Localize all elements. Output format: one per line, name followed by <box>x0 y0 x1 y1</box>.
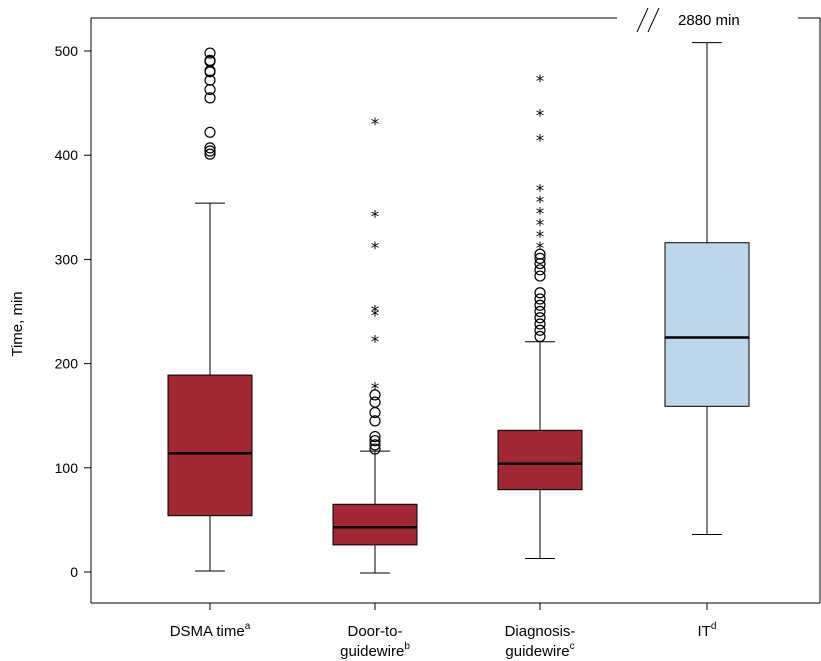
break-slash <box>647 7 660 33</box>
outlier-star: * <box>536 181 545 201</box>
outlier-circle <box>204 92 216 104</box>
outlier-circle <box>369 389 381 401</box>
category-label: DSMA timea <box>170 621 251 640</box>
outlier-circle <box>204 74 216 86</box>
outlier-circle <box>534 305 546 318</box>
outlier-circle <box>534 293 546 305</box>
outlier-circle <box>534 312 546 324</box>
category-label: guidewireb <box>340 641 410 660</box>
iqr-box <box>167 374 253 517</box>
outlier-circle <box>534 287 546 299</box>
outlier-circle <box>369 396 381 408</box>
outlier-star: * <box>536 193 545 213</box>
outlier-circle <box>204 145 216 157</box>
outlier-circle <box>534 257 546 270</box>
y-tick-label: 200 <box>55 356 79 372</box>
iqr-box <box>332 503 418 546</box>
category-label: Door-to- <box>347 623 402 640</box>
outlier-star: * <box>536 131 545 151</box>
iqr-box <box>497 429 583 491</box>
outlier-circle <box>204 83 216 96</box>
outlier-star: * <box>536 216 545 236</box>
y-tick-label: 300 <box>55 251 79 267</box>
outlier-circle <box>369 435 381 447</box>
outlier-circle <box>204 142 216 154</box>
outlier-circle <box>534 318 546 330</box>
axis-break-label: 2880 min <box>678 12 740 29</box>
iqr-box <box>664 242 750 407</box>
outlier-circle <box>204 126 216 138</box>
outlier-circle <box>534 324 546 336</box>
box-series: **************** <box>167 42 750 574</box>
box-group: ******* <box>332 115 418 574</box>
y-axis-title: Time, min <box>9 291 26 356</box>
outlier-circle <box>534 248 546 260</box>
outlier-star: * <box>536 72 545 92</box>
outlier-circle <box>534 264 546 276</box>
outlier-star: * <box>371 379 380 399</box>
x-axis-labels: DSMA timea Door-to-guidewireb Diagnosis-gu… <box>170 603 717 660</box>
y-tick-label: 500 <box>55 43 79 59</box>
category-label: guidewirec <box>505 641 574 660</box>
outlier-circle <box>204 54 216 66</box>
outlier-circle <box>534 270 546 282</box>
outlier-circle <box>534 330 546 343</box>
box-group <box>167 47 253 572</box>
outlier-star: * <box>371 115 380 135</box>
outlier-circle <box>369 415 381 427</box>
outlier-circle <box>369 443 381 455</box>
outlier-circle <box>369 439 381 451</box>
outlier-circle <box>369 430 381 443</box>
outlier-circle <box>534 299 546 311</box>
outlier-star: * <box>371 302 380 322</box>
outlier-star: * <box>536 106 545 126</box>
category-label: Diagnosis- <box>505 623 576 640</box>
break-slash <box>636 7 649 33</box>
outlier-star: * <box>371 208 380 228</box>
box-group: ********* <box>497 72 583 559</box>
outlier-star: * <box>371 239 380 259</box>
category-label: ITd <box>698 621 717 640</box>
outlier-circle <box>204 148 216 160</box>
outlier-star: * <box>536 204 545 224</box>
y-tick-label: 400 <box>55 147 79 163</box>
outlier-star: * <box>371 307 380 327</box>
outlier-circle <box>534 252 546 264</box>
axis-break: 2880 min <box>636 7 740 33</box>
outlier-star: * <box>536 227 545 247</box>
y-tick-label: 100 <box>55 460 79 476</box>
outlier-circle <box>204 47 216 59</box>
outlier-star: * <box>371 333 380 353</box>
box-group <box>664 42 750 535</box>
y-axis: 0 100 200 300 400 500 <box>55 43 91 580</box>
y-tick-label: 0 <box>70 564 78 580</box>
outlier-star: * <box>536 239 545 259</box>
plot-frame <box>90 17 821 604</box>
